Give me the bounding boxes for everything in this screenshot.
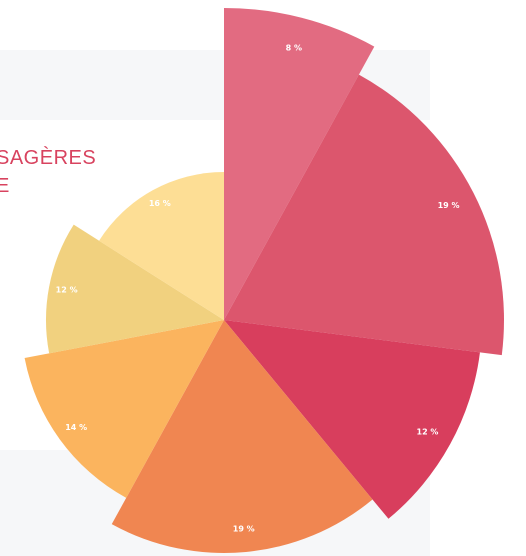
slice-label: 16 % bbox=[149, 199, 171, 208]
pie-slice bbox=[24, 320, 224, 498]
slice-label: 12 % bbox=[56, 285, 78, 294]
polar-pie: 8 % 19 % 12 % 19 % 14 % 12 % 16 % bbox=[24, 8, 504, 553]
pie-slice bbox=[224, 320, 480, 519]
pie-slice bbox=[224, 8, 375, 320]
slice-label: 19 % bbox=[233, 524, 255, 533]
pie-slice bbox=[99, 172, 224, 320]
heading-line: E bbox=[0, 175, 10, 197]
pie-slice bbox=[224, 74, 504, 356]
slice-label: 8 % bbox=[286, 44, 302, 53]
slice-label: 19 % bbox=[438, 201, 460, 210]
slice-label: 14 % bbox=[65, 423, 87, 432]
pie-slice bbox=[45, 224, 224, 354]
slice-label: 12 % bbox=[417, 427, 439, 436]
heading-line: SAGÈRES bbox=[0, 146, 96, 169]
pie-slice bbox=[111, 320, 373, 553]
